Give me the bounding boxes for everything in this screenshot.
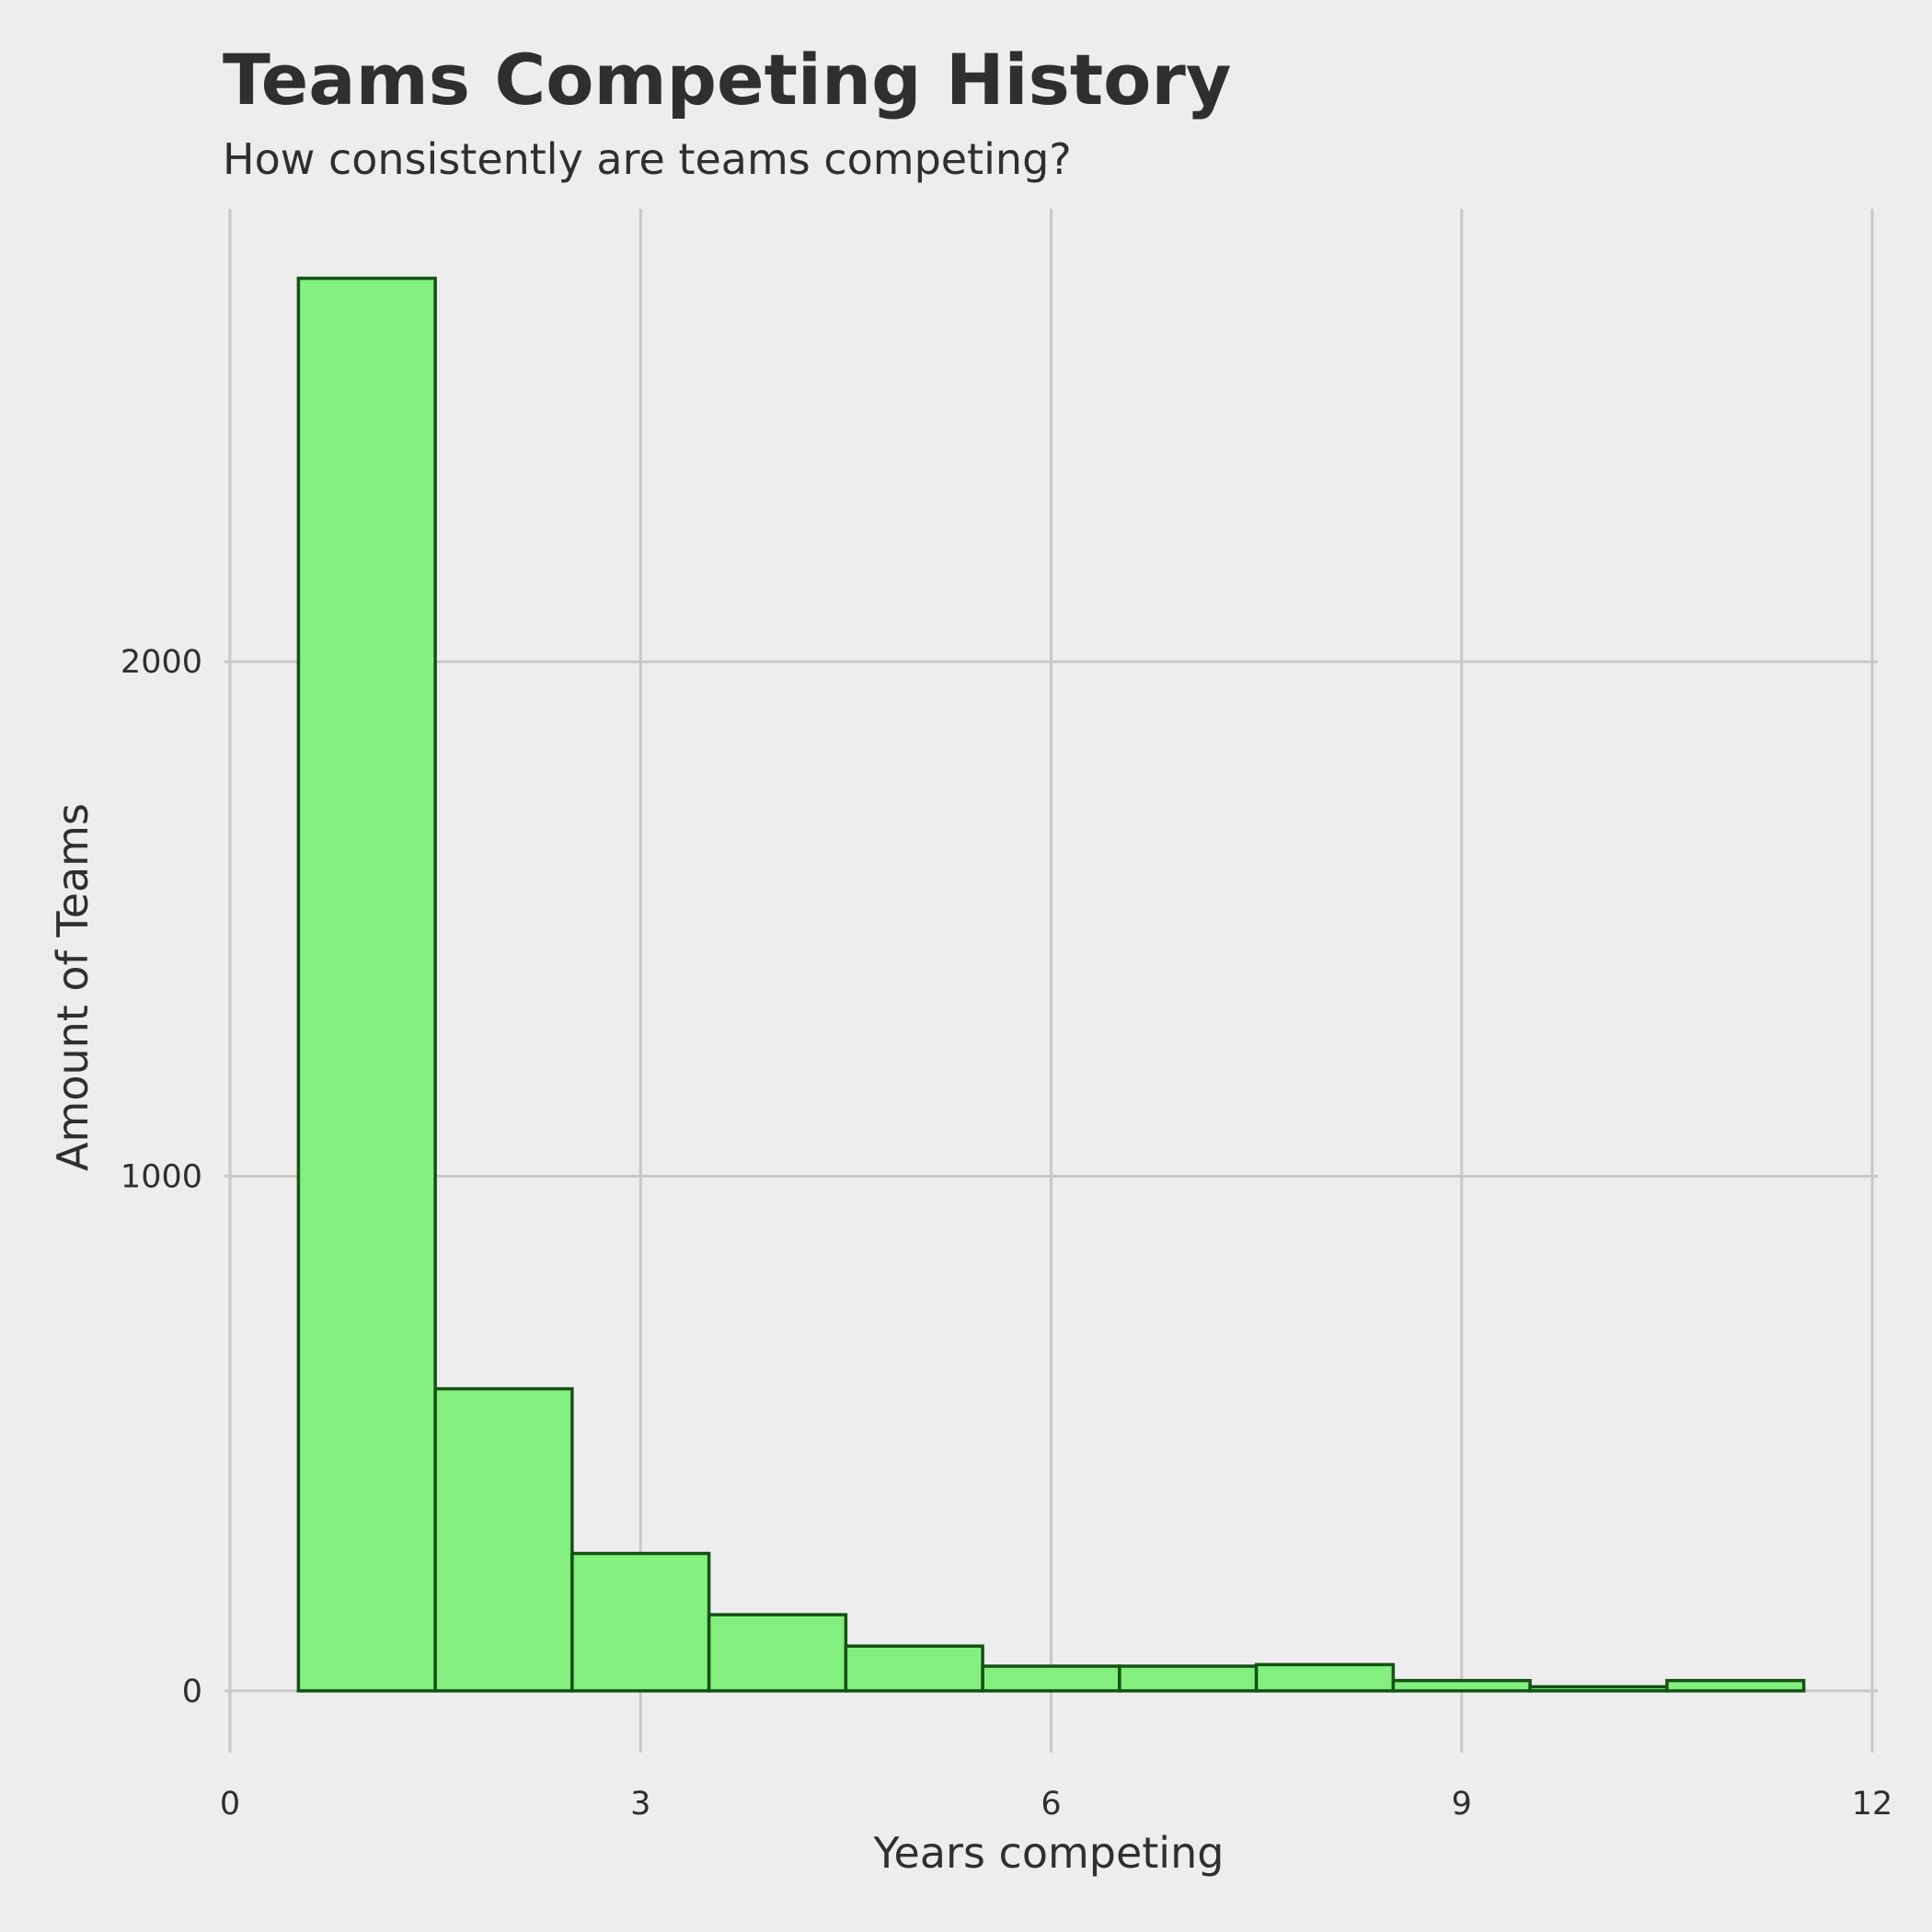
histogram-bar bbox=[1665, 1678, 1806, 1693]
histogram-bar bbox=[707, 1613, 848, 1693]
chart-subtitle: How consistently are teams competing? bbox=[223, 134, 1072, 184]
histogram-bar bbox=[1528, 1685, 1669, 1693]
x-tick-label: 0 bbox=[220, 1786, 240, 1823]
y-tick-label: 0 bbox=[182, 1673, 202, 1710]
y-axis-title: Amount of Teams bbox=[48, 803, 98, 1171]
histogram-bar bbox=[296, 276, 437, 1693]
x-tick-label: 6 bbox=[1041, 1786, 1061, 1823]
y-tick-labels: 0 1000 2000 bbox=[121, 644, 202, 1710]
x-tick-labels: 0 3 6 9 12 bbox=[220, 1786, 1892, 1823]
histogram-bar bbox=[1118, 1664, 1259, 1693]
histogram-bar bbox=[981, 1664, 1121, 1693]
y-tick-label: 2000 bbox=[121, 644, 202, 681]
histogram-bar bbox=[433, 1386, 574, 1693]
histogram-bar bbox=[570, 1551, 711, 1693]
histogram-bar bbox=[844, 1644, 984, 1693]
x-tick-label: 12 bbox=[1852, 1786, 1893, 1823]
x-axis-title: Years competing bbox=[873, 1828, 1225, 1878]
chart-title: Teams Competing History bbox=[223, 39, 1232, 121]
histogram-bar bbox=[1254, 1662, 1396, 1693]
x-tick-label: 3 bbox=[630, 1786, 650, 1823]
x-tick-label: 9 bbox=[1452, 1786, 1472, 1823]
histogram-bars bbox=[296, 276, 1806, 1693]
histogram-bar bbox=[1391, 1678, 1532, 1693]
y-tick-label: 1000 bbox=[121, 1159, 202, 1196]
